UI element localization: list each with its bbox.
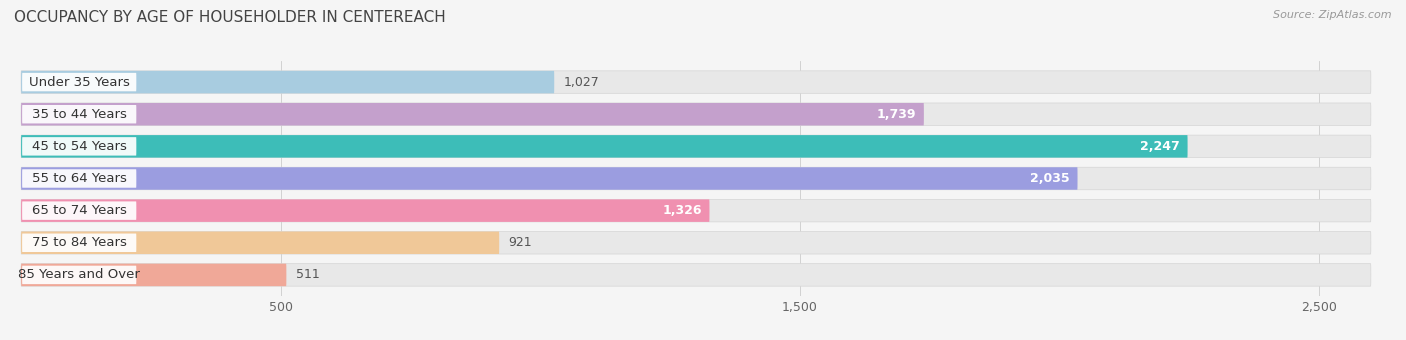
FancyBboxPatch shape — [22, 73, 136, 91]
Text: 1,326: 1,326 — [662, 204, 702, 217]
FancyBboxPatch shape — [21, 71, 554, 94]
FancyBboxPatch shape — [21, 199, 710, 222]
Text: 2,035: 2,035 — [1031, 172, 1070, 185]
FancyBboxPatch shape — [21, 167, 1077, 190]
Text: 55 to 64 Years: 55 to 64 Years — [32, 172, 127, 185]
Text: 1,027: 1,027 — [564, 75, 599, 89]
Text: 511: 511 — [295, 268, 319, 282]
Text: Source: ZipAtlas.com: Source: ZipAtlas.com — [1274, 10, 1392, 20]
FancyBboxPatch shape — [21, 232, 499, 254]
Text: OCCUPANCY BY AGE OF HOUSEHOLDER IN CENTEREACH: OCCUPANCY BY AGE OF HOUSEHOLDER IN CENTE… — [14, 10, 446, 25]
FancyBboxPatch shape — [21, 232, 1371, 254]
FancyBboxPatch shape — [21, 199, 1371, 222]
Text: 65 to 74 Years: 65 to 74 Years — [32, 204, 127, 217]
FancyBboxPatch shape — [21, 135, 1371, 158]
FancyBboxPatch shape — [21, 264, 1371, 286]
Text: 2,247: 2,247 — [1140, 140, 1180, 153]
FancyBboxPatch shape — [22, 105, 136, 123]
FancyBboxPatch shape — [21, 135, 1188, 158]
Text: 85 Years and Over: 85 Years and Over — [18, 268, 141, 282]
FancyBboxPatch shape — [22, 201, 136, 220]
FancyBboxPatch shape — [22, 234, 136, 252]
Text: 35 to 44 Years: 35 to 44 Years — [32, 108, 127, 121]
Text: 1,739: 1,739 — [876, 108, 917, 121]
FancyBboxPatch shape — [22, 137, 136, 156]
Text: 921: 921 — [509, 236, 533, 249]
Text: Under 35 Years: Under 35 Years — [28, 75, 129, 89]
FancyBboxPatch shape — [21, 103, 924, 125]
FancyBboxPatch shape — [22, 169, 136, 188]
FancyBboxPatch shape — [21, 167, 1371, 190]
Text: 75 to 84 Years: 75 to 84 Years — [32, 236, 127, 249]
FancyBboxPatch shape — [21, 103, 1371, 125]
Text: 45 to 54 Years: 45 to 54 Years — [32, 140, 127, 153]
FancyBboxPatch shape — [21, 71, 1371, 94]
FancyBboxPatch shape — [21, 264, 287, 286]
FancyBboxPatch shape — [22, 266, 136, 284]
